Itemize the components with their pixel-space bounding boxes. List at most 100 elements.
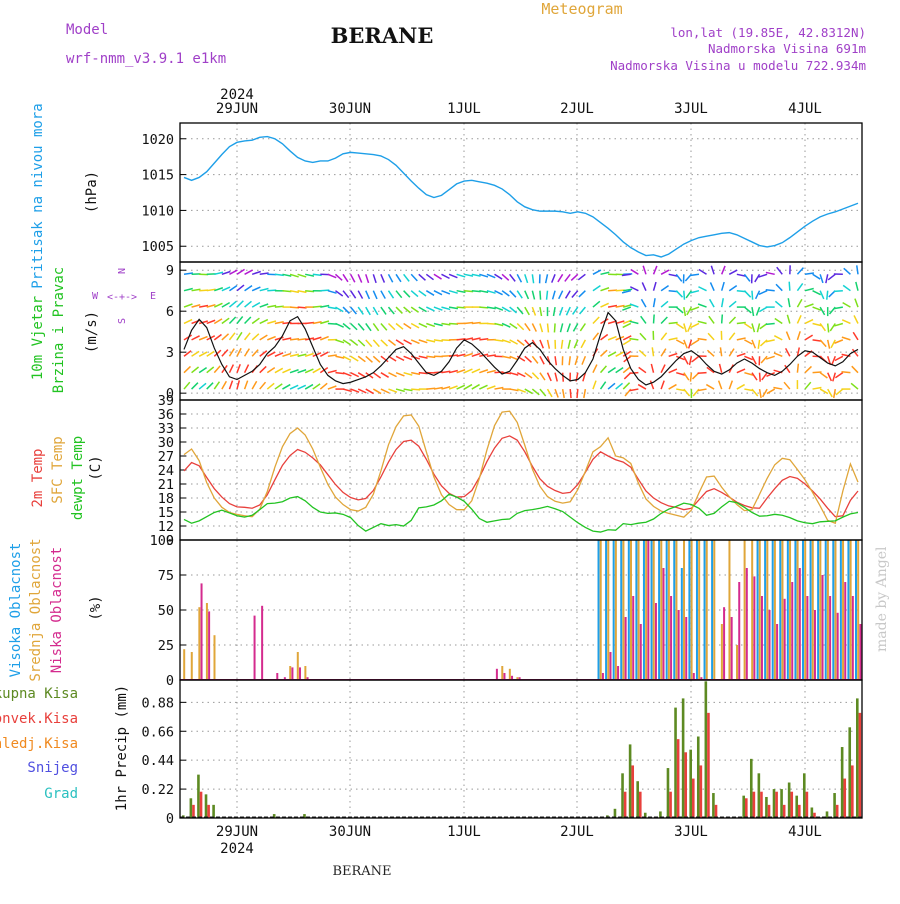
wind-arrow [457, 274, 466, 277]
wind-arrow [608, 352, 616, 356]
wind-arrow [835, 373, 842, 378]
wind-arrow [426, 307, 434, 311]
wind-arrow [744, 340, 752, 344]
wind-arrow [813, 372, 822, 373]
wind-arrow [252, 334, 259, 340]
wind-arrow [540, 307, 542, 316]
wind-arrow [517, 274, 521, 282]
wind-arrow [419, 356, 428, 358]
x-tick-label-top: 30JUN [329, 101, 371, 117]
wind-arrow [245, 317, 251, 323]
wind-arrow [828, 373, 832, 381]
cloud-bar-low [806, 596, 808, 680]
cloud-bar-high [704, 540, 706, 680]
wind-arrow [260, 304, 268, 307]
wind-arrow [720, 364, 722, 373]
wind-arrow [766, 323, 775, 324]
compass-south-label: S [117, 318, 128, 324]
precip-bar-total [750, 759, 753, 818]
wind-arrow [207, 383, 213, 389]
wind-arrow [366, 307, 371, 315]
cloud-bar-low [625, 617, 627, 680]
cloud-bar-high [757, 540, 759, 680]
cloud-bar-mid [789, 540, 791, 680]
wind-arrow [737, 353, 746, 356]
x-tick-label-bottom: 1JUL [447, 824, 481, 840]
precip-bar-convective [753, 792, 756, 818]
wind-arrow [661, 317, 667, 323]
wind-arrow [502, 274, 509, 280]
wind-arrow [381, 389, 389, 393]
precip-bar-total [682, 698, 685, 818]
wind-arrow [540, 389, 546, 396]
wind-arrow [593, 365, 597, 373]
wind-arrow [639, 367, 646, 372]
cloud-bar-mid [600, 540, 602, 680]
wind-arrow [510, 291, 516, 297]
wind-arrow [832, 356, 835, 364]
wind-arrow [570, 389, 571, 398]
cloud-bar-mid [638, 540, 640, 680]
wind-arrow [487, 370, 496, 372]
precip-bar-convective [700, 765, 703, 818]
precip-bar-total [205, 794, 208, 818]
wind-arrow [449, 274, 457, 277]
wind-arrow [684, 291, 685, 300]
wind-arrow [525, 291, 529, 299]
wind-arrow [532, 356, 538, 363]
pressure-tick-label: 1015 [141, 168, 174, 184]
wind-arrow [472, 369, 480, 373]
wind-arrow [214, 366, 220, 373]
wind-arrow [826, 274, 828, 283]
wind-arrow [396, 373, 404, 376]
wind-arrow [214, 272, 223, 274]
cloud-bar-mid [812, 540, 814, 680]
wind-arrow [525, 373, 532, 378]
wind-arrow [843, 303, 851, 308]
x-tick-label-top: 1JUL [447, 101, 481, 117]
wind-arrow [381, 340, 388, 346]
wind-arrow [252, 272, 261, 275]
cloud-bar-mid [834, 540, 836, 680]
wind-arrow [555, 356, 556, 365]
wind-arrow [502, 291, 509, 296]
wind-arrow [593, 317, 599, 323]
wind-arrow [563, 389, 565, 398]
wind-arrow [434, 323, 443, 325]
wind-arrow [517, 307, 523, 314]
cloud-bar-low [617, 666, 619, 680]
wind-arrow [320, 337, 328, 340]
wind-arrow [320, 383, 327, 389]
precip-bar-convective [783, 805, 786, 818]
temperature-tick-label: 36 [158, 407, 174, 423]
wind-arrow [805, 289, 814, 291]
wind-arrow [517, 323, 523, 329]
cloud-axis-title-high: Visoka Oblacnost [8, 543, 24, 678]
wind-arrow [758, 340, 759, 349]
wind-arrow [494, 274, 502, 279]
footer-station: BERANE [332, 864, 391, 879]
wind-arrow [654, 298, 656, 307]
precip-bar-convective [207, 805, 210, 818]
wind-arrow [707, 350, 714, 356]
wind-arrow [661, 333, 667, 340]
wind-arrow [328, 355, 337, 356]
wind-arrow [252, 303, 260, 308]
wind-arrow [245, 333, 251, 340]
wind-arrow [755, 274, 760, 282]
wind-arrow [568, 340, 570, 349]
wind-arrow [237, 380, 239, 389]
pressure-line [184, 137, 858, 257]
wind-arrow [639, 350, 646, 356]
cloud-bar-mid [501, 666, 503, 680]
precip-bar-convective [798, 805, 801, 818]
wind-arrow [426, 291, 434, 296]
cloud-bar-mid [857, 540, 859, 680]
precip-legend-total: Ukupna Kisa [0, 686, 78, 702]
wind-arrow [245, 381, 248, 389]
wind-arrow [737, 323, 746, 324]
cloud-bar-mid [213, 635, 215, 680]
wind-arrow [616, 321, 625, 323]
x-tick-label-bottom: 3JUL [674, 824, 708, 840]
wind-arrow [722, 298, 724, 307]
